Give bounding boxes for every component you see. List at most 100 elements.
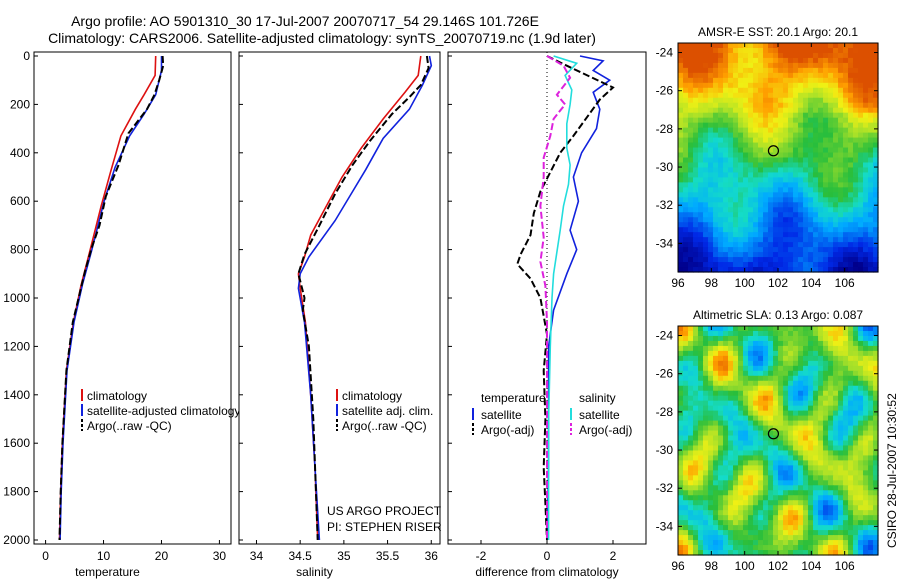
field-cell <box>798 137 804 144</box>
field-cell <box>693 435 699 442</box>
field-cell <box>753 355 759 362</box>
field-cell <box>718 147 724 154</box>
field-cell <box>793 137 799 144</box>
field-cell <box>748 500 754 506</box>
field-cell <box>728 162 734 169</box>
field-cell <box>698 400 704 407</box>
field-cell <box>793 410 799 417</box>
field-cell <box>758 47 764 54</box>
field-cell <box>868 385 874 392</box>
field-cell <box>688 197 694 203</box>
field-cell <box>798 107 804 114</box>
field-cell <box>868 237 874 243</box>
field-cell <box>768 415 774 422</box>
field-cell <box>743 182 749 188</box>
field-cell <box>748 495 754 501</box>
field-cell <box>853 450 859 457</box>
field-cell <box>718 117 724 124</box>
field-cell <box>703 52 709 59</box>
field-cell <box>713 455 719 462</box>
field-cell <box>823 405 829 412</box>
field-cell <box>833 67 839 74</box>
field-cell <box>693 232 699 238</box>
field-cell <box>788 92 794 99</box>
field-cell <box>843 252 849 258</box>
field-cell <box>723 137 729 144</box>
field-cell <box>793 465 799 471</box>
field-cell <box>783 192 789 198</box>
field-cell <box>853 147 859 154</box>
field-cell <box>793 77 799 84</box>
field-cell <box>683 237 689 243</box>
field-cell <box>853 117 859 124</box>
field-cell <box>818 540 824 546</box>
field-cell <box>868 495 874 501</box>
field-cell <box>788 345 794 352</box>
field-cell <box>708 360 714 367</box>
field-cell <box>748 435 754 442</box>
field-cell <box>733 520 739 526</box>
field-cell <box>678 515 684 521</box>
field-cell <box>728 222 734 228</box>
field-cell <box>783 360 789 367</box>
field-cell <box>818 47 824 54</box>
field-cell <box>823 122 829 129</box>
field-cell <box>688 430 694 437</box>
field-cell <box>753 385 759 392</box>
field-cell <box>853 247 859 253</box>
field-cell <box>828 410 834 417</box>
field-cell <box>718 262 724 268</box>
field-cell <box>798 340 804 347</box>
field-cell <box>813 192 819 198</box>
field-cell <box>873 440 879 447</box>
field-cell <box>693 340 699 347</box>
field-cell <box>738 525 744 531</box>
field-cell <box>693 207 699 213</box>
field-cell <box>783 385 789 392</box>
field-cell <box>858 535 864 541</box>
field-cell <box>778 535 784 541</box>
field-cell <box>853 435 859 442</box>
longitude-tick-label: 96 <box>671 276 685 290</box>
field-cell <box>743 390 749 397</box>
field-cell <box>748 197 754 203</box>
field-cell <box>733 475 739 481</box>
field-cell <box>798 400 804 407</box>
field-cell <box>728 360 734 367</box>
field-cell <box>723 107 729 114</box>
field-cell <box>813 440 819 447</box>
field-cell <box>783 87 789 94</box>
field-cell <box>818 257 824 263</box>
field-cell <box>703 222 709 228</box>
field-cell <box>713 137 719 144</box>
field-cell <box>788 365 794 372</box>
field-cell <box>818 72 824 79</box>
latitude-tick-label: -24 <box>656 46 674 60</box>
field-cell <box>818 460 824 466</box>
field-cell <box>813 520 819 526</box>
field-cell <box>868 152 874 159</box>
field-cell <box>693 490 699 496</box>
field-cell <box>768 72 774 79</box>
field-cell <box>828 177 834 183</box>
field-cell <box>748 425 754 432</box>
field-cell <box>753 345 759 352</box>
field-cell <box>838 405 844 412</box>
field-cell <box>753 212 759 218</box>
field-cell <box>693 182 699 188</box>
field-cell <box>868 67 874 74</box>
field-cell <box>848 515 854 521</box>
field-cell <box>688 132 694 139</box>
field-cell <box>873 405 879 412</box>
field-cell <box>713 52 719 59</box>
field-cell <box>873 177 879 183</box>
field-cell <box>803 197 809 203</box>
field-cell <box>703 207 709 213</box>
field-cell <box>863 480 869 486</box>
field-cell <box>713 222 719 228</box>
field-cell <box>688 495 694 501</box>
field-cell <box>723 530 729 536</box>
field-cell <box>873 445 879 452</box>
field-cell <box>828 550 834 556</box>
field-cell <box>753 182 759 188</box>
